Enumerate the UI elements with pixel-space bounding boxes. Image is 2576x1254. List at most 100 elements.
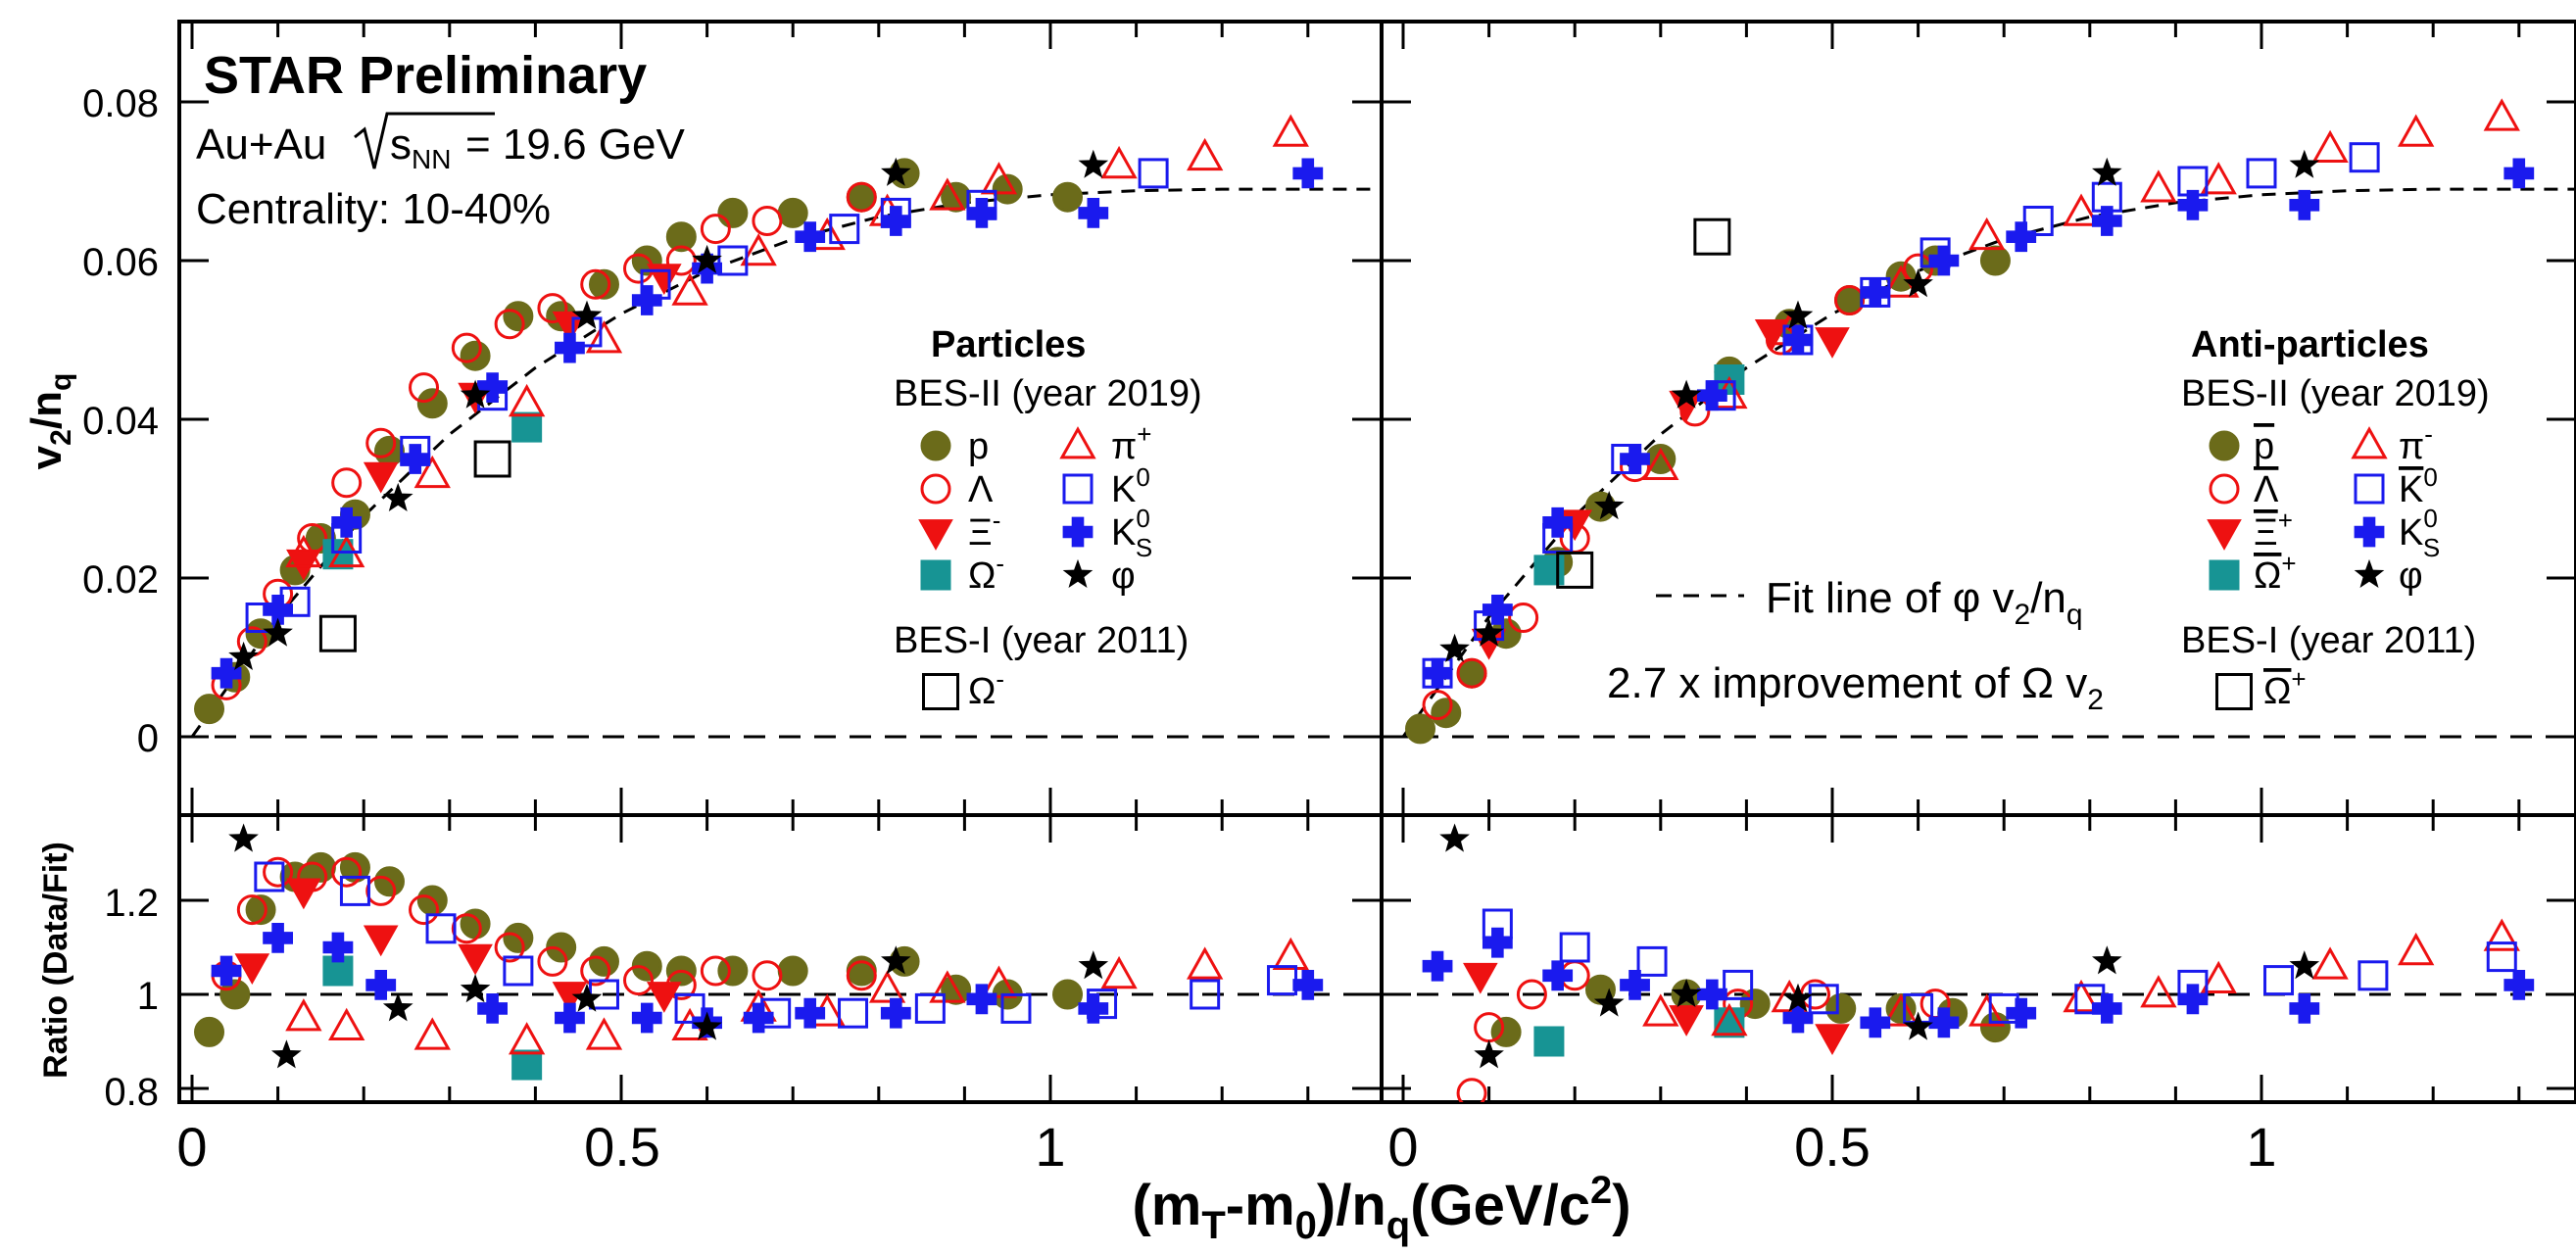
point-ml-p-6	[373, 435, 405, 466]
point-ml---12	[665, 245, 697, 276]
legend-symbol-left-1	[920, 473, 951, 505]
ytick-main-008: 0.08	[82, 82, 159, 125]
point-rl-k0s-12	[1078, 993, 1109, 1024]
xtick-right-1: 1	[2246, 1116, 2276, 1178]
point-mr---0	[1439, 633, 1470, 662]
legend-symbol-left-2	[918, 519, 953, 551]
point-ml---5	[692, 244, 722, 273]
legend-item-omegabar-bes1: Ω+	[2263, 664, 2307, 712]
point-mr--bes-i--0	[1556, 551, 1594, 589]
point-rl-k0s-6	[631, 1002, 662, 1034]
point-ml---3	[460, 379, 491, 409]
point-ml-k0-8	[829, 214, 860, 245]
point-ml---10	[980, 162, 1018, 195]
point-mr---7	[1834, 285, 1866, 315]
xtick-left-05: 0.5	[584, 1116, 660, 1178]
point-rl-k0s-13	[1292, 970, 1324, 1000]
point-ml---4	[585, 320, 623, 354]
point-rr-k0s-8	[2006, 997, 2037, 1029]
point-rr-k0-2	[1636, 945, 1668, 977]
legend-item-pion: π+	[1111, 419, 1151, 467]
point-rr---1	[1711, 1002, 1748, 1037]
legend-symbol-left-6	[1062, 516, 1094, 548]
point-rl---2	[382, 992, 413, 1022]
point-ml-k0s-10	[966, 198, 997, 228]
point-rl---1	[271, 1039, 302, 1069]
legend-item-lambda: Λ	[968, 469, 994, 510]
point-ml---7	[1078, 149, 1109, 178]
point-ml---1	[263, 617, 293, 647]
point-rl-k0s-0	[211, 955, 242, 987]
point-rr---2	[1593, 988, 1625, 1017]
point-rl---0	[234, 953, 270, 986]
point-ml---12	[1187, 137, 1224, 171]
point-rl---6	[409, 894, 440, 926]
point-mr-k0-12	[2349, 142, 2380, 173]
point-rr---4	[1782, 983, 1814, 1012]
y-axis-title-ratio: Ratio (Data/Fit)	[37, 842, 74, 1079]
markers-main-right	[1405, 98, 2535, 745]
point-rl---5	[692, 1011, 722, 1040]
legend-bes2-left: BES-II (year 2019)	[894, 373, 1202, 414]
point-rr---0	[1456, 1078, 1487, 1102]
point-rl---2	[263, 856, 294, 888]
point-mr---2	[1508, 603, 1539, 633]
chart-title: STAR Preliminary	[204, 46, 647, 105]
point-mr-k0s-9	[2091, 206, 2122, 236]
point-ml-k0s-12	[1292, 158, 1324, 189]
point-rl-k0s-2	[322, 932, 354, 963]
point-rl-k0-1	[339, 875, 370, 906]
point-mr---4	[1968, 217, 2006, 251]
point-ml---15	[846, 181, 877, 213]
point-rr-k0s-6	[1860, 1007, 1891, 1038]
point-ml-p-14	[717, 197, 749, 228]
markers-ratio-right	[1422, 823, 2535, 1102]
legend-item-phi-right: φ	[2399, 555, 2423, 597]
point-rr-k0s-12	[2503, 970, 2535, 1000]
point-mr-k0-8	[2022, 206, 2054, 236]
point-ml---5	[365, 427, 397, 458]
collision-system: Au+Au sNN = 19.6 GeV	[196, 112, 685, 174]
point-rr---8	[2311, 946, 2349, 980]
point-rl---0	[228, 823, 259, 852]
point-rl-k0-9	[1000, 992, 1032, 1024]
point-rl---4	[585, 1017, 623, 1050]
point-rl-k0-11	[1190, 979, 1221, 1010]
point-rr-k0s-2	[1542, 960, 1574, 991]
legend-symbol-right-7	[2354, 558, 2385, 588]
point-rr-k0s-5	[1782, 1002, 1814, 1034]
point-rr-k0s-1	[1482, 927, 1513, 958]
point-rr-k0s-9	[2091, 993, 2122, 1024]
point-rl---6	[881, 945, 911, 975]
xtick-left-1: 1	[1035, 1116, 1065, 1178]
legend-item-pbar: p	[2254, 426, 2274, 467]
point-rl-k0-0	[254, 861, 285, 892]
point-rr-k0s-4	[1696, 979, 1727, 1010]
point-rr-k0-4	[1808, 984, 1839, 1015]
point-rr-k0s-7	[1928, 1007, 1960, 1038]
point-rl-p-1	[219, 979, 251, 1010]
point-mr---8	[2311, 129, 2349, 163]
point-rr---2	[1815, 1024, 1850, 1056]
legend-symbol-right-2	[2207, 519, 2242, 551]
point-ml-p-13	[665, 221, 697, 253]
centrality-label: Centrality: 10-40%	[196, 185, 551, 233]
point-ml---6	[740, 233, 777, 266]
point-mr-k0s-0	[1422, 657, 1453, 689]
point-ml-k0s-8	[795, 221, 826, 253]
point-mr-k0s-11	[2289, 189, 2320, 220]
point-rl-p-2	[245, 894, 276, 926]
point-mr---0	[1422, 690, 1453, 721]
legend-item-omegabar: Ω+	[2254, 549, 2297, 597]
ytick-ratio-1: 1	[137, 975, 159, 1018]
point-rl---2	[363, 925, 399, 957]
point-mr-p--12	[1979, 245, 2011, 276]
point-ml---9	[929, 177, 966, 211]
point-ml-k0s-3	[400, 444, 431, 474]
point-mr-k0s-7	[1928, 245, 1960, 276]
point-ml-k0s-6	[631, 285, 662, 315]
legend-right-symbols	[2207, 426, 2388, 710]
point-rr-k0-10	[2357, 960, 2389, 991]
xtick-right-05: 0.5	[1794, 1116, 1871, 1178]
